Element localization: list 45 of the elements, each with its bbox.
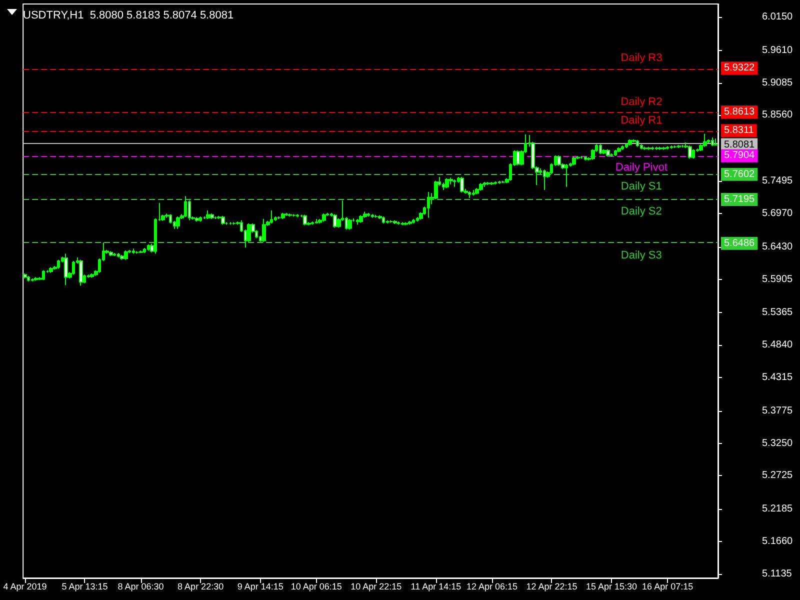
x-tick-label: 10 Apr 06:15 [290, 582, 342, 592]
annotation: 5.8081 [724, 139, 756, 150]
y-tick-label: 5.8560 [762, 110, 794, 121]
y-tick-label: 5.9610 [762, 44, 794, 56]
annotation: 5.9322 [724, 62, 756, 74]
x-tick-label: 4 Apr 2019 [3, 582, 47, 592]
annotation: 5.7195 [724, 194, 756, 206]
annotation: 5.7904 [724, 150, 756, 162]
y-tick-label: 5.2725 [762, 470, 794, 482]
y-tick-label: 5.1135 [762, 568, 792, 580]
y-tick-label: 6.0150 [762, 11, 794, 22]
y-tick-label: 5.1660 [762, 536, 794, 548]
ref-line-label: Daily S3 [620, 249, 662, 262]
annotation: 5.8613 [724, 106, 756, 118]
y-tick-label: 5.5905 [762, 274, 794, 285]
y-tick-label: 5.3775 [762, 405, 794, 416]
y-tick-label: 5.4840 [762, 340, 794, 351]
x-tick-label: 12 Apr 22:15 [526, 582, 578, 592]
x-tick-label: 11 Apr 14:15 [410, 582, 462, 592]
x-tick-label: 8 Apr 06:30 [118, 582, 164, 592]
y-tick-label: 5.3250 [762, 438, 794, 449]
ref-line-label: Daily Pivot [615, 162, 668, 174]
ref-line-label: Daily R1 [620, 114, 662, 127]
y-tick-label: 5.9085 [762, 77, 794, 88]
x-tick-label: 8 Apr 22:30 [178, 582, 224, 592]
y-tick-label: 5.5365 [762, 307, 794, 318]
ref-line-label: Daily R3 [620, 52, 662, 64]
ref-line-label: Daily R2 [620, 96, 662, 108]
x-tick-label: 16 Apr 07:15 [642, 582, 694, 592]
ref-line-label: Daily S1 [620, 180, 662, 192]
annotation: 5.6486 [724, 238, 756, 249]
y-tick-label: 5.7495 [762, 176, 794, 187]
y-tick-label: 5.2185 [762, 504, 794, 515]
x-tick-label: 15 Apr 15:30 [586, 582, 638, 592]
x-tick-label: 5 Apr 13:15 [62, 582, 108, 592]
y-tick-label: 5.4315 [762, 372, 794, 383]
x-tick-label: 12 Apr 06:15 [466, 582, 518, 592]
y-tick-label: 5.6430 [762, 241, 794, 252]
annotation: 5.7602 [724, 168, 756, 180]
x-tick-label: 10 Apr 22:15 [350, 582, 402, 592]
text: USDTRY,H1 5.8080 5.8183 5.8074 5.8081 [23, 10, 234, 22]
x-tick-label: 9 Apr 14:15 [237, 582, 284, 592]
y-tick-label: 5.6970 [762, 208, 794, 219]
ref-line-label: Daily S2 [620, 206, 662, 218]
annotation: 5.8311 [724, 125, 754, 136]
